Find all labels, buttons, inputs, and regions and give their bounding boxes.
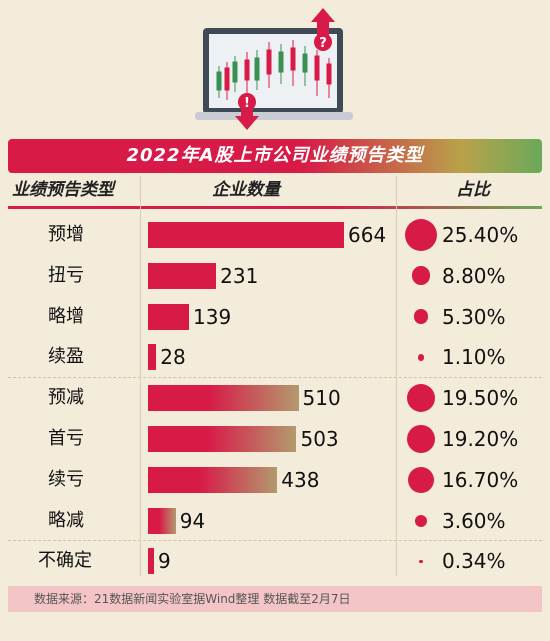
table-row: 不确定 9 0.34% — [0, 541, 550, 581]
category-label: 不确定 — [38, 550, 92, 572]
bar — [148, 466, 278, 493]
category-label: 续亏 — [48, 468, 84, 490]
bar — [148, 548, 154, 575]
value-label: 231 — [220, 263, 259, 288]
share-label: 1.10% — [442, 345, 506, 370]
bar — [148, 385, 299, 412]
share-label: 19.20% — [442, 427, 519, 451]
table-row: 扭亏 231 8.80% — [0, 256, 550, 296]
source-note: 数据来源：21数据新闻实验室据Wind整理 数据截至2月7日 — [8, 586, 542, 612]
value-label: 9 — [158, 549, 171, 574]
laptop-stock-chart-icon: ? ! — [195, 8, 353, 130]
share-label: 5.30% — [442, 304, 506, 329]
group-separator — [8, 540, 542, 542]
table-header: 业绩预告类型 企业数量 占比 — [0, 176, 550, 209]
share-dot — [413, 309, 429, 324]
share-label: 19.50% — [442, 386, 519, 411]
category-label: 略减 — [48, 509, 84, 531]
category-label: 略增 — [48, 305, 84, 327]
share-dot — [408, 466, 434, 493]
header-type: 业绩预告类型 — [12, 180, 114, 200]
svg-text:?: ? — [319, 36, 327, 51]
table-row: 首亏 503 19.20% — [0, 419, 550, 459]
category-label: 预增 — [48, 224, 84, 245]
group-separator — [8, 377, 542, 379]
share-dot — [406, 384, 435, 413]
table-row: 预减 510 19.50% — [0, 378, 550, 418]
table-row: 续盈 28 1.10% — [0, 337, 550, 377]
value-label: 139 — [193, 304, 232, 329]
header-count: 企业数量 — [212, 180, 280, 200]
column-divider — [140, 176, 141, 576]
share-dot — [411, 266, 431, 286]
share-dot — [417, 354, 425, 361]
share-label: 25.40% — [442, 223, 519, 247]
table-row: 略增 139 5.30% — [0, 297, 550, 337]
chart-title: 2022年A股上市公司业绩预告类型 — [8, 139, 542, 173]
share-dot — [407, 425, 435, 453]
share-label: 16.70% — [442, 467, 519, 492]
value-label: 94 — [179, 508, 206, 533]
share-label: 0.34% — [442, 549, 506, 574]
category-label: 首亏 — [48, 428, 84, 449]
bar — [148, 222, 344, 248]
header-share: 占比 — [456, 180, 490, 200]
value-label: 664 — [348, 223, 387, 247]
svg-text:!: ! — [244, 96, 250, 111]
share-dot — [405, 219, 437, 251]
header-underline — [8, 206, 542, 209]
value-label: 28 — [160, 345, 186, 370]
table-row: 略减 94 3.60% — [0, 501, 550, 541]
table-row: 预增 664 25.40% — [0, 215, 550, 255]
category-label: 续盈 — [48, 346, 84, 368]
share-dot — [419, 559, 423, 564]
bar — [148, 507, 176, 534]
column-divider — [396, 176, 397, 576]
bar — [148, 426, 297, 452]
value-label: 438 — [281, 467, 320, 492]
bar — [148, 344, 157, 371]
category-label: 扭亏 — [48, 264, 84, 286]
category-label: 预减 — [48, 387, 84, 409]
bar — [148, 262, 217, 289]
value-label: 503 — [300, 427, 339, 451]
share-label: 8.80% — [442, 263, 506, 288]
share-dot — [414, 514, 428, 527]
table-row: 续亏 438 16.70% — [0, 460, 550, 500]
bar — [148, 303, 190, 330]
value-label: 510 — [302, 386, 341, 411]
share-label: 3.60% — [442, 508, 506, 533]
